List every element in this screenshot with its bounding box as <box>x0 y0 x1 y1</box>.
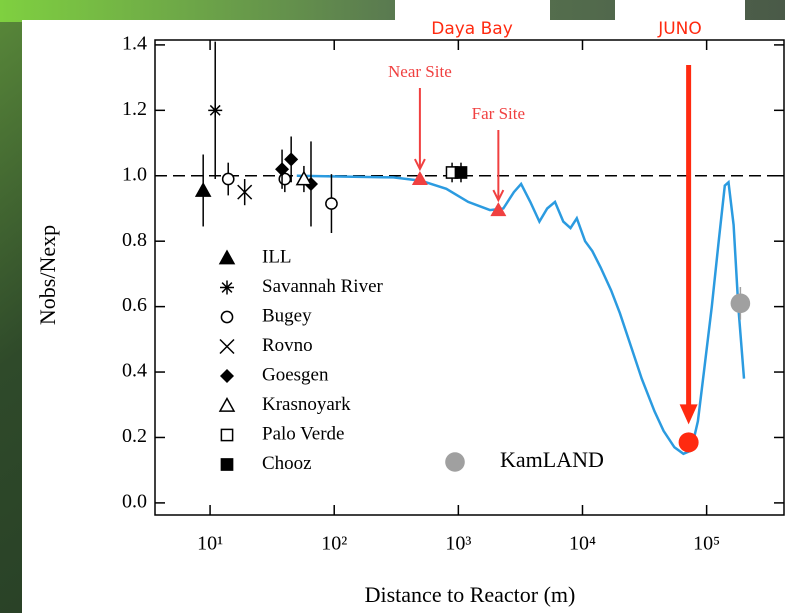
site-label: Daya Bay <box>431 19 513 39</box>
marker <box>237 184 253 200</box>
annotation: Near Site <box>388 62 452 81</box>
marker <box>220 369 234 383</box>
y-tick-label: 0.8 <box>122 229 147 251</box>
satellite-strip <box>0 0 785 22</box>
y-tick-label: 0.0 <box>122 490 147 512</box>
legend-label: ILL <box>262 246 292 267</box>
legend-label: Rovno <box>262 335 313 356</box>
oscillation-curve <box>296 174 746 456</box>
marker <box>221 172 235 186</box>
y-tick-label: 1.0 <box>122 163 147 185</box>
marker <box>295 170 313 186</box>
marker <box>325 197 338 210</box>
marker <box>208 103 223 118</box>
arrow-head <box>414 158 426 172</box>
x-tick-label: 10² <box>321 533 347 555</box>
y-tick-label: 0.6 <box>122 294 147 316</box>
y-tick-label: 0.4 <box>122 360 147 382</box>
legend-label: Krasnoyark <box>262 394 351 415</box>
marker <box>220 280 234 295</box>
marker <box>275 162 290 177</box>
annotation: Far Site <box>472 104 525 123</box>
legend-label: Savannah River <box>262 276 384 297</box>
arrow-head <box>492 189 505 203</box>
marker <box>218 249 236 265</box>
label-box <box>395 0 550 42</box>
marker <box>219 338 235 355</box>
y-tick-label: 1.2 <box>122 98 147 120</box>
marker <box>194 181 212 197</box>
y-axis-label: Nobs/Nexp <box>35 225 60 325</box>
marker <box>730 293 751 314</box>
legend-label: Chooz <box>262 453 312 474</box>
marker <box>411 171 428 186</box>
legend-label: KamLAND <box>500 447 604 472</box>
x-tick-label: 10⁴ <box>569 533 596 555</box>
legend-label: Palo Verde <box>262 423 345 444</box>
plot-panel <box>22 20 785 613</box>
marker <box>220 310 234 324</box>
marker <box>220 458 234 471</box>
label-box <box>615 0 745 42</box>
legend-label: Goesgen <box>262 364 329 385</box>
marker <box>278 172 292 186</box>
arrow-head <box>679 404 698 425</box>
y-tick-label: 0.2 <box>122 425 147 447</box>
x-tick-label: 10⁵ <box>693 533 720 555</box>
marker <box>490 202 507 217</box>
site-label: JUNO <box>657 19 702 39</box>
x-tick-label: 10¹ <box>197 533 223 555</box>
y-tick-label: 1.4 <box>122 33 147 55</box>
x-axis-label: Distance to Reactor (m) <box>365 582 576 607</box>
legend-label: Bugey <box>262 305 312 326</box>
plot-frame <box>154 39 785 516</box>
marker <box>445 452 465 472</box>
marker <box>454 166 468 179</box>
marker <box>284 152 299 167</box>
x-tick-label: 10³ <box>445 533 471 555</box>
marker <box>218 396 236 412</box>
marker <box>220 428 234 442</box>
marker <box>678 432 699 453</box>
